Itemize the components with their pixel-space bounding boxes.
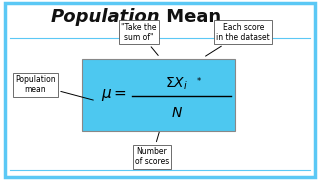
FancyBboxPatch shape	[82, 59, 235, 131]
Text: Population
mean: Population mean	[15, 75, 93, 100]
Text: $\mu =$: $\mu =$	[101, 87, 127, 103]
Text: Each score
in the dataset: Each score in the dataset	[205, 23, 270, 56]
Text: Population: Population	[50, 8, 160, 26]
Text: Number
of scores: Number of scores	[135, 132, 169, 166]
FancyBboxPatch shape	[5, 3, 315, 177]
Text: $\Sigma X_i$: $\Sigma X_i$	[165, 76, 188, 92]
Text: Mean: Mean	[160, 8, 221, 26]
Text: "Take the
sum of": "Take the sum of"	[122, 23, 158, 55]
Text: $N$: $N$	[171, 106, 183, 120]
Text: $*$: $*$	[196, 75, 202, 84]
